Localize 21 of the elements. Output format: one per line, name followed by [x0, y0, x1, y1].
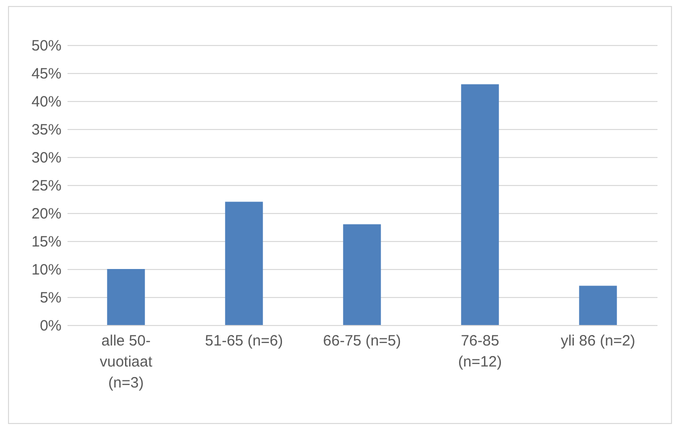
y-tick-label: 15% — [31, 234, 62, 250]
y-tick-label: 40% — [31, 94, 62, 110]
x-tick-label: 51-65 (n=6) — [205, 332, 283, 350]
y-tick-label: 20% — [31, 206, 62, 222]
y-tick-label: 45% — [31, 66, 62, 82]
y-tick-label: 5% — [40, 290, 62, 306]
x-tick-label: alle 50- vuotiaat (n=3) — [100, 332, 154, 392]
x-tick-label: yli 86 (n=2) — [560, 332, 636, 350]
x-tick-label: 76-85 (n=12) — [458, 332, 502, 370]
bar — [461, 84, 499, 325]
y-tick-label: 10% — [31, 262, 62, 278]
bar — [107, 269, 145, 325]
y-tick-label: 50% — [31, 38, 62, 54]
y-tick-label: 25% — [31, 178, 62, 194]
y-tick-label: 0% — [40, 318, 62, 334]
bar — [225, 202, 263, 325]
bar — [579, 286, 617, 325]
y-tick-label: 35% — [31, 122, 62, 138]
x-tick-label: 66-75 (n=5) — [323, 332, 401, 350]
y-tick-label: 30% — [31, 150, 62, 166]
bar — [343, 224, 381, 325]
